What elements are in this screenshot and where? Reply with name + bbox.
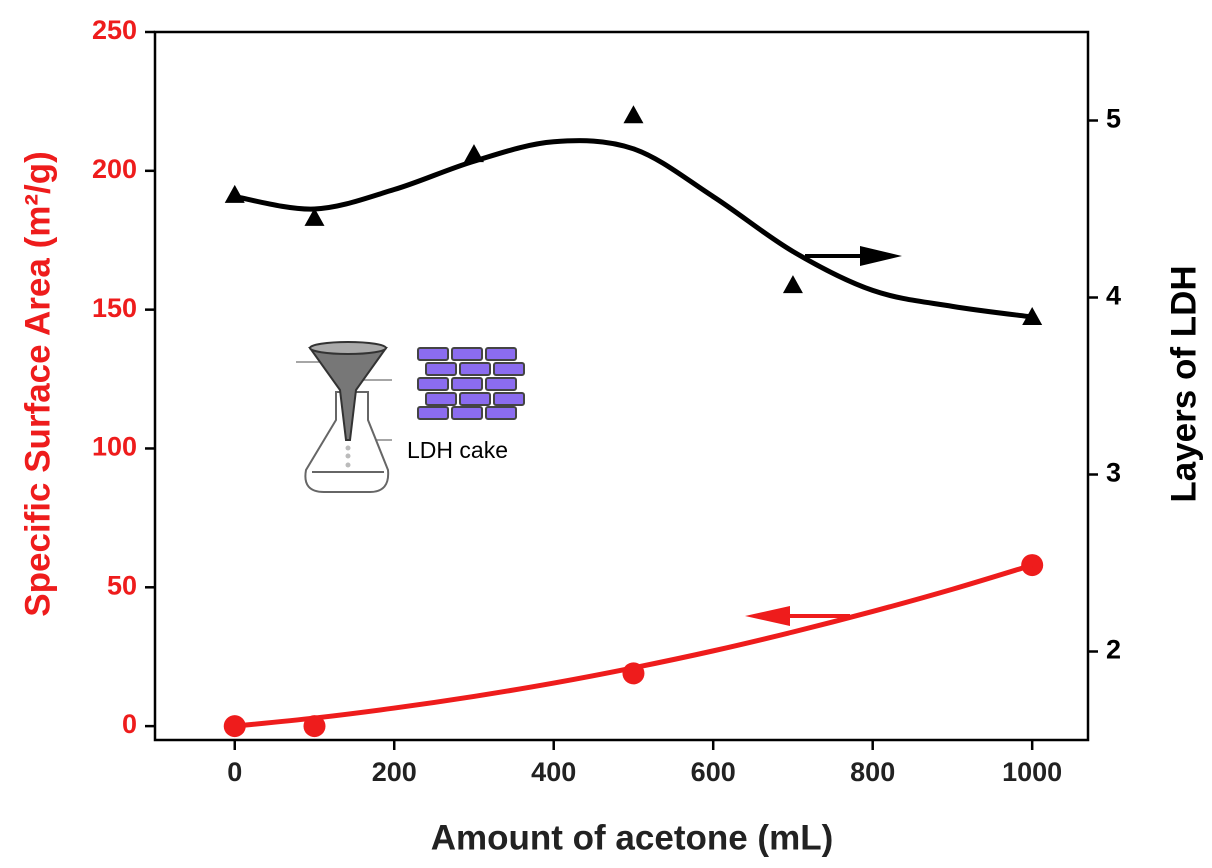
drops — [346, 446, 351, 468]
inset: LDH cake — [296, 342, 524, 492]
fit-line — [235, 141, 1032, 317]
y2-tick-label: 3 — [1106, 458, 1121, 488]
y-tick-label: 150 — [92, 293, 137, 323]
y2-axis-title: Layers of LDH — [1164, 265, 1203, 502]
y-tick-label: 250 — [92, 15, 137, 45]
funnel-top — [310, 342, 386, 354]
ldh-cake — [418, 348, 524, 419]
y-tick-label: 100 — [92, 432, 137, 462]
x-tick-label: 400 — [531, 757, 576, 787]
x-tick-label: 200 — [372, 757, 417, 787]
x-axis-title: Amount of acetone (mL) — [431, 818, 833, 857]
chart: LDH cake Amount of acetone (mL) Specific… — [0, 0, 1212, 868]
y2-tick-label: 5 — [1106, 104, 1121, 134]
x-tick-label: 1000 — [1002, 757, 1062, 787]
x-tick-label: 0 — [227, 757, 242, 787]
y2-tick-label: 4 — [1106, 281, 1121, 311]
fit-line — [235, 565, 1032, 726]
y-tick-label: 0 — [122, 709, 137, 739]
arrows — [745, 246, 902, 626]
x-tick-label: 600 — [691, 757, 736, 787]
inset-label: LDH cake — [407, 437, 508, 463]
y-tick-label: 50 — [107, 570, 137, 600]
arrow-head — [860, 246, 902, 266]
x-tick-label: 800 — [850, 757, 895, 787]
point — [783, 275, 803, 293]
point — [623, 105, 643, 123]
funnel — [310, 348, 386, 440]
y-tick-label: 200 — [92, 154, 137, 184]
plot-frame — [155, 32, 1088, 740]
arrow-head — [745, 606, 790, 626]
y2-tick-label: 2 — [1106, 635, 1121, 665]
y-axis-title: Specific Surface Area (m²/g) — [18, 151, 57, 617]
